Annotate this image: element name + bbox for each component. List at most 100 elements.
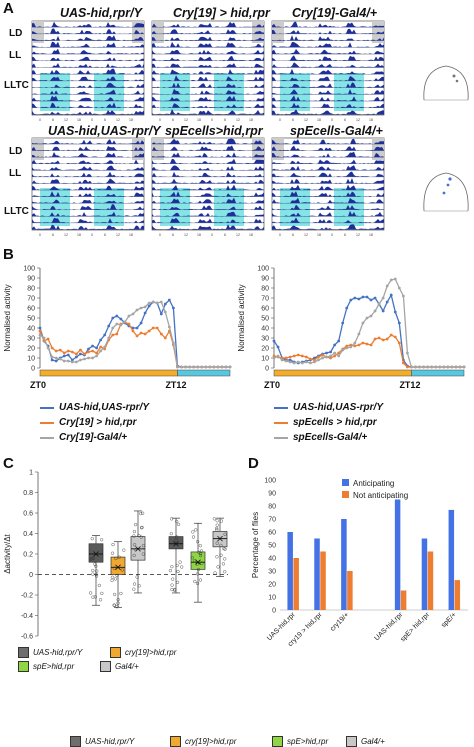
legend-b-right-1-label: UAS-hid,UAS-rpr/Y <box>293 402 383 413</box>
box-group-3-dot-7 <box>169 532 173 536</box>
bar-ytick-label-10: 100 <box>264 478 276 485</box>
actogram-top-3-row-2-activity <box>272 35 384 41</box>
bar-1-cat-6 <box>454 580 461 610</box>
actogram-bottom-1-row-12-activity <box>32 217 144 223</box>
profile-right-series-2-point-35 <box>414 365 417 369</box>
profile-right-ytick-label-6: 60 <box>261 306 269 313</box>
panel-a-letter: A <box>3 0 14 17</box>
profile-left-series-2-point-23 <box>131 312 135 316</box>
box-group-0-dot-3 <box>98 598 103 602</box>
actogram-bottom-1: 0 6 12 18 0 6 12 18 <box>31 137 145 237</box>
profile-right-series-1-point-6 <box>296 353 300 357</box>
box-group-3-dot-4 <box>176 522 181 527</box>
profile-right-series-1-point-8 <box>304 355 308 359</box>
box-group-5-dot-17 <box>219 543 223 547</box>
actogram-top-1-row-0-activity <box>32 21 144 28</box>
profile-right-series-2-point-0 <box>272 356 276 360</box>
actogram-top-2-tick-7: 18 <box>249 118 253 122</box>
actogram-bottom-3-tick-3: 18 <box>317 233 321 237</box>
actogram-bottom-1-tc-2 <box>94 188 124 226</box>
profile-left-series-2-point-36 <box>184 365 187 369</box>
actogram-top-3-tick-6: 12 <box>356 118 360 122</box>
profile-right-series-1-point-24 <box>369 343 373 347</box>
box-group-2-dot-12 <box>137 533 141 538</box>
legend-c-2: cry[19]>hid,rpr <box>110 647 176 658</box>
box-group-2-dot-13 <box>132 582 137 586</box>
profile-left-series-2-point-25 <box>139 306 143 310</box>
profile-left-series-2-point-45 <box>220 365 224 369</box>
box-group-2-dot-6 <box>141 544 146 548</box>
box-group-4-dot-14 <box>193 559 197 563</box>
profile-left-series-2-point-38 <box>192 365 196 369</box>
legend-b-right-3-label: spEcells-Gal4/+ <box>293 432 368 443</box>
profile-left-series-2-point-0 <box>38 333 42 337</box>
profile-left-series-0-point-12 <box>87 347 90 351</box>
box-group-4-dot-8 <box>198 544 202 548</box>
profile-right-series-2-point-19 <box>349 345 353 349</box>
actogram-top-1-row-13-activity <box>32 110 144 115</box>
actogram-bottom-2-tick-2: 12 <box>184 233 188 237</box>
profile-left-series-2-point-33 <box>172 341 175 345</box>
profile-left-series-1-point-12 <box>87 350 90 354</box>
actogram-bottom-2-row-6-activity <box>152 178 264 184</box>
actogram-bottom-2-tick-0: 0 <box>159 233 161 237</box>
profile-left-series-1-point-26 <box>143 332 147 336</box>
box-group-5-dot-6 <box>215 519 219 523</box>
profile-right-series-2-point-15 <box>333 351 337 355</box>
profile-left-series-2-point-8 <box>70 360 74 364</box>
box-group-0-dot-16 <box>100 591 104 595</box>
profile-right-series-2-point-11 <box>317 358 320 362</box>
box-group-0-dot-1 <box>91 595 95 599</box>
box-ytick-label-4: 0.2 <box>23 552 33 559</box>
actogram-title-6: spEcells-Gal4/+ <box>290 124 383 138</box>
actogram-bottom-3-tick-0: 0 <box>279 233 281 237</box>
profile-right-series-1-point-10 <box>313 358 316 362</box>
actogram-top-2-row-9-activity <box>152 82 264 88</box>
profile-left-series-2-point-4 <box>54 356 58 360</box>
box-ytick-label-3: 0 <box>29 572 33 579</box>
profile-right-series-2-point-45 <box>454 365 458 369</box>
box-group-1-mean-marker <box>115 564 121 571</box>
actogram-bottom-2-tick-5: 6 <box>224 233 226 237</box>
legend-b-left-1-label: UAS-hid,UAS-rpr/Y <box>59 402 149 413</box>
actogram-top-3-row-13-activity <box>272 109 384 115</box>
box-group-3-dot-13 <box>171 577 175 581</box>
actogram-top-3-row-9-activity <box>272 82 384 88</box>
box-group-2-dot-0 <box>133 548 138 552</box>
actogram-grid: 0 6 12 18 0 6 12 18 0 6 12 18 0 6 12 18 0 6 12 18 0 6 12 18 0 6 12… <box>31 20 385 237</box>
legend-c-4: Gal4/+ <box>100 661 139 672</box>
profile-right-series-2-point-38 <box>426 365 430 369</box>
bar-ytick-label-2: 20 <box>268 582 276 589</box>
bar-ytick-label-5: 50 <box>268 543 276 550</box>
actogram-bottom-2-row-3-activity <box>152 158 264 164</box>
bar-ylabel: Percentage of flies <box>251 512 260 578</box>
profile-right-series-1-point-28 <box>385 337 389 341</box>
actogram-top-2-row-10-activity <box>152 88 264 95</box>
actogram-top-3-tick-0: 0 <box>279 118 281 122</box>
profile-right-series-0-point-0 <box>272 339 276 343</box>
profile-left-series-0-point-4 <box>54 359 58 363</box>
box-group-5-dot-9 <box>215 523 219 527</box>
profile-right-series-0-point-4 <box>288 358 292 362</box>
actogram-top-1: 0 6 12 18 0 6 12 18 <box>31 20 145 122</box>
profile-right-ytick-label-2: 20 <box>261 346 269 353</box>
actogram-bottom-1-tick-3: 18 <box>77 233 81 237</box>
actogram-top-2-row-5-activity <box>152 55 264 61</box>
box-group-3-mean-marker <box>173 540 179 547</box>
actogram-top-3-row-5-activity <box>272 55 384 61</box>
profile-left-series-2-point-9 <box>74 360 78 364</box>
row-label-ll-bottom: LL <box>9 168 22 179</box>
bar-1-cat-1 <box>320 551 326 610</box>
bar-0-cat-2 <box>341 519 347 610</box>
profile-left-ytick-label-2: 20 <box>27 346 35 353</box>
actogram-top-1-tick-1: 6 <box>52 118 54 122</box>
profile-right-series-0-point-18 <box>345 306 349 310</box>
box-group-1-dot-17 <box>116 601 120 605</box>
box-group-2-dot-15 <box>132 529 137 534</box>
actogram-top-1-row-6-activity <box>32 63 144 68</box>
box-group-3-dot-15 <box>176 569 180 574</box>
profile-left-series-2-point-16 <box>103 345 107 349</box>
box-group-2-dot-9 <box>137 584 141 588</box>
bottom-legend-4-label: Gal4/+ <box>361 737 385 746</box>
profile-left-ytick-label-4: 40 <box>27 326 35 333</box>
